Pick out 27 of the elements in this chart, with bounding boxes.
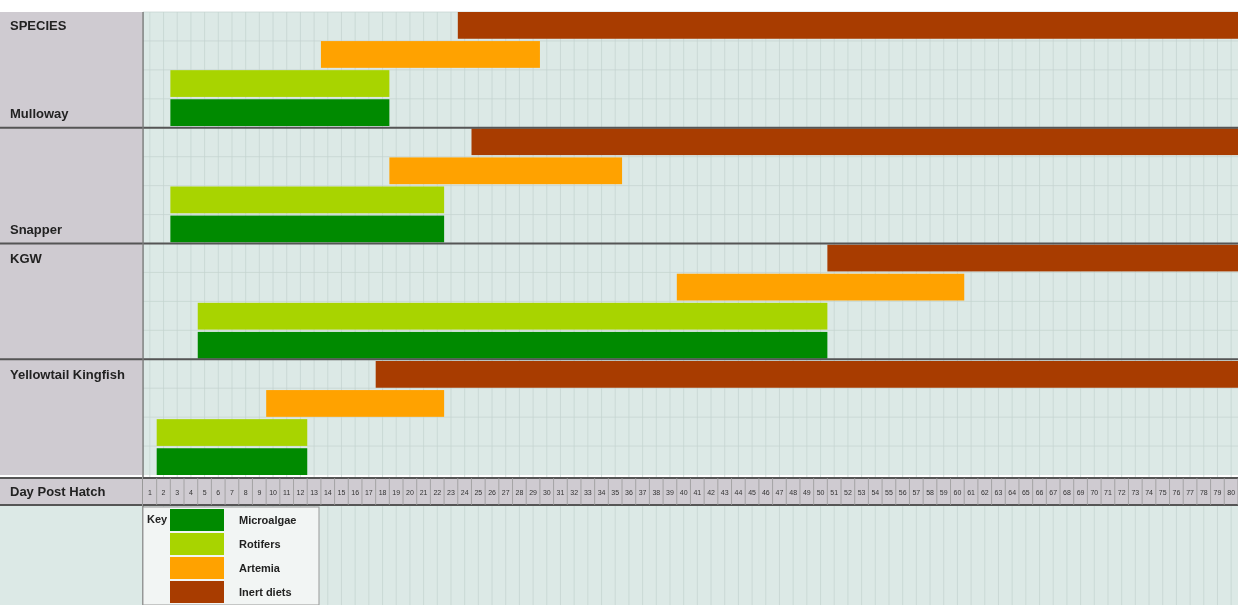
y-tick-label: Yellowtail Kingfish — [10, 367, 125, 383]
bar — [389, 157, 623, 185]
bar — [170, 70, 390, 97]
bar — [170, 186, 445, 214]
legend-label: Inert diets — [239, 586, 292, 598]
bar — [457, 12, 1238, 39]
bar — [320, 41, 540, 68]
bar — [197, 302, 828, 330]
y-tick-label: KGW — [10, 251, 43, 267]
bar — [156, 419, 308, 446]
bar — [170, 215, 445, 243]
bar — [197, 331, 828, 359]
bar — [375, 361, 1238, 388]
y-tick-label: SPECIES — [10, 18, 67, 34]
bar — [266, 390, 445, 417]
legend-label: Rotifers — [239, 538, 281, 550]
bar — [170, 99, 390, 127]
x-axis-title: Day Post Hatch — [10, 484, 106, 499]
legend-label: Artemia — [239, 562, 281, 574]
bar — [676, 273, 965, 301]
y-tick-label: Mulloway — [10, 105, 70, 121]
legend-title: Key — [147, 513, 169, 525]
bar — [471, 128, 1238, 156]
legend-label: Microalgae — [239, 514, 297, 526]
bar — [827, 244, 1238, 272]
bar — [156, 448, 308, 475]
y-tick-label: Snapper — [10, 221, 63, 237]
